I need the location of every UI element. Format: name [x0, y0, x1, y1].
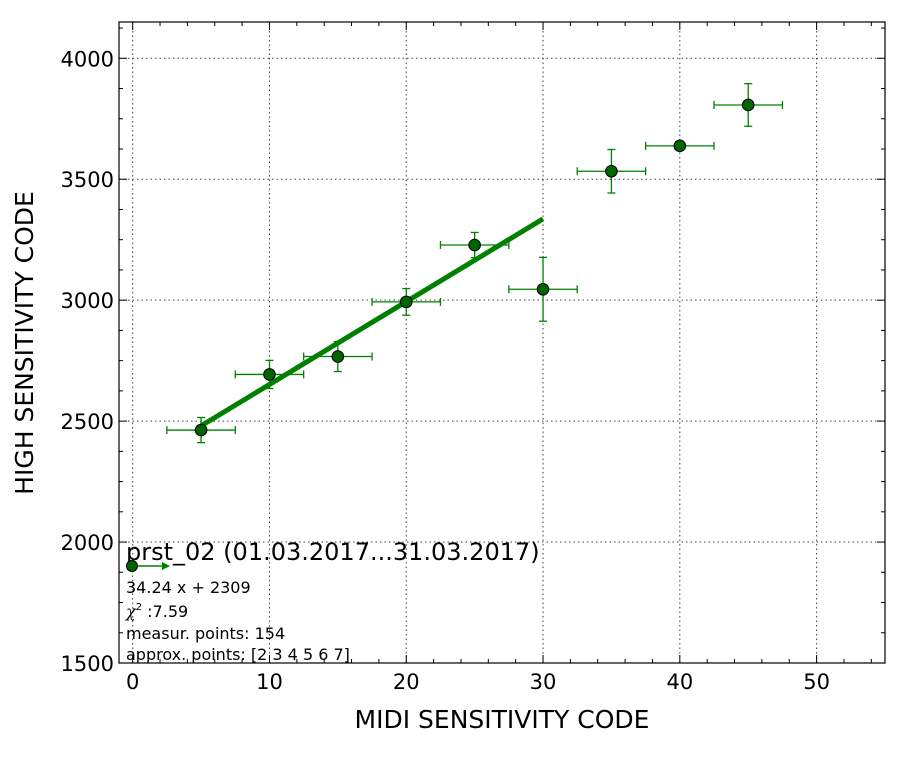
legend-equation: 34.24 x + 2309	[126, 578, 251, 597]
data-point	[508, 256, 578, 322]
legend-arrow	[162, 562, 170, 570]
y-tick-label: 2000	[61, 531, 114, 555]
y-tick-label: 3500	[61, 168, 114, 192]
data-point	[439, 231, 510, 259]
y-tick-label: 2500	[61, 410, 114, 434]
plot-frame	[118, 21, 886, 664]
legend: prst_02 (01.03.2017...31.03.2017) 34.24 …	[125, 538, 540, 664]
y-tick-label: 1500	[61, 652, 114, 676]
point-marker	[468, 238, 481, 252]
tick-labels: 0 10 20 30 40 50 1500 2000 2500 3000 3500 4000	[61, 47, 830, 694]
chi-value: :7.59	[142, 602, 188, 621]
point-marker	[399, 295, 413, 309]
data-points	[166, 83, 784, 444]
legend-approx-points: approx. points: [2 3 4 5 6 7]	[126, 645, 350, 664]
data-point	[166, 416, 236, 444]
point-marker	[263, 368, 276, 381]
chi-symbol: χ	[125, 602, 137, 621]
point-marker	[741, 98, 755, 112]
x-axis-label: MIDI SENSITIVITY CODE	[355, 705, 650, 734]
data-point	[644, 139, 715, 153]
legend-chi-square: χ2 :7.59	[125, 602, 188, 621]
x-tick-label: 40	[666, 670, 693, 694]
point-marker	[194, 423, 208, 437]
point-marker	[605, 164, 618, 178]
data-point	[371, 287, 442, 316]
fit-line	[199, 216, 545, 429]
x-tick-label: 0	[126, 670, 139, 694]
legend-measured-points: measur. points: 154	[126, 624, 285, 643]
point-marker	[331, 350, 345, 363]
fit-line-layer	[199, 216, 545, 429]
x-tick-label: 20	[393, 670, 420, 694]
y-axis-label: HIGH SENSITIVITY CODE	[10, 191, 39, 495]
data-point	[303, 340, 373, 373]
point-marker	[673, 139, 687, 153]
x-tick-label: 10	[256, 670, 283, 694]
data-point	[576, 148, 647, 194]
legend-title: prst_02 (01.03.2017...31.03.2017)	[126, 538, 540, 566]
data-point	[234, 359, 305, 390]
y-tick-label: 3000	[61, 289, 114, 313]
x-tick-label: 30	[530, 670, 557, 694]
plot-border	[118, 21, 886, 664]
legend-marker	[126, 560, 138, 572]
data-point	[713, 83, 784, 127]
x-tick-label: 50	[803, 670, 830, 694]
y-tick-label: 4000	[61, 47, 114, 71]
point-marker	[536, 282, 550, 296]
chi-superscript: 2	[136, 602, 142, 613]
